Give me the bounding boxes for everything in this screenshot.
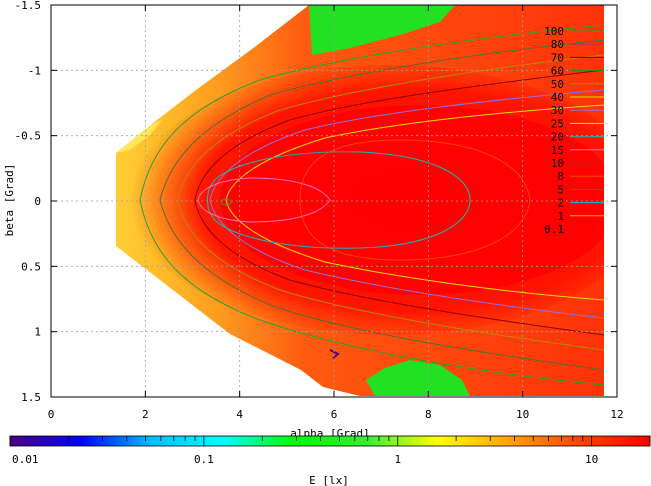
contour-line [209, 89, 604, 319]
x-axis-ticks: 0 2 4 6 8 10 12 [48, 408, 624, 421]
x-tick-label: 2 [142, 408, 149, 421]
contour-lines [139, 24, 604, 386]
colorbar [9, 435, 651, 447]
contour-line [194, 69, 604, 336]
colorbar-strip [9, 435, 651, 447]
legend-label: 2 [557, 197, 564, 210]
colorbar-tick-label: 10 [585, 453, 598, 466]
legend-label: 1 [557, 210, 564, 223]
tick-marks [50, 4, 618, 398]
y-tick-label: 0 [34, 195, 41, 208]
colorbar-ticks: 0.01 0.1 1 10 [12, 453, 598, 466]
legend-label: 10 [551, 157, 564, 170]
x-tick-label: 6 [331, 408, 338, 421]
x-tick-label: 12 [610, 408, 623, 421]
legend-label: 5 [557, 183, 564, 196]
legend-label: 80 [551, 38, 564, 51]
contour-line [197, 177, 331, 223]
y-tick-label: -1.5 [15, 0, 42, 12]
edge-speckle [116, 120, 162, 153]
legend-label: 0.1 [544, 223, 564, 236]
colorbar-tick-label: 1 [394, 453, 401, 466]
legend-label: 100 [544, 25, 564, 38]
contour-line [159, 39, 604, 371]
legend-label: 50 [551, 78, 564, 91]
contour-line [225, 104, 604, 301]
legend-label: 70 [551, 51, 564, 64]
contour-line [207, 151, 471, 249]
legend-label: 60 [551, 65, 564, 78]
legend-label: 40 [551, 91, 564, 104]
contour-peak [220, 198, 232, 206]
colorbar-tick-label: 0.1 [194, 453, 214, 466]
y-tick-label: 0.5 [21, 260, 41, 273]
legend-label: 8 [557, 170, 564, 183]
legend-label: 25 [551, 117, 564, 130]
legend-label: 20 [551, 131, 564, 144]
legend-label: 15 [551, 144, 564, 157]
contour-line [299, 139, 531, 261]
upper-low-patch [309, 5, 455, 55]
plot-area [50, 4, 618, 398]
contour-line [139, 24, 604, 386]
y-tick-label: 1.5 [21, 391, 41, 404]
y-tick-label: -1 [28, 64, 41, 77]
lower-low-patch [366, 360, 470, 396]
grid [51, 5, 617, 397]
x-tick-label: 0 [48, 408, 55, 421]
x-tick-label: 10 [516, 408, 529, 421]
y-axis-ticks: -1.5 -1 -0.5 0 0.5 1 1.5 [15, 0, 42, 404]
y-tick-label: 1 [34, 326, 41, 339]
contour-fragment [329, 349, 340, 359]
legend-label: 30 [551, 104, 564, 117]
colorbar-label: E [lx] [309, 474, 349, 486]
y-axis-label: beta [Grad] [3, 164, 16, 237]
x-tick-label: 8 [425, 408, 432, 421]
x-tick-label: 4 [236, 408, 243, 421]
y-tick-label: -0.5 [15, 130, 42, 143]
contour-line [177, 54, 604, 351]
colorbar-tick-label: 0.01 [12, 453, 39, 466]
